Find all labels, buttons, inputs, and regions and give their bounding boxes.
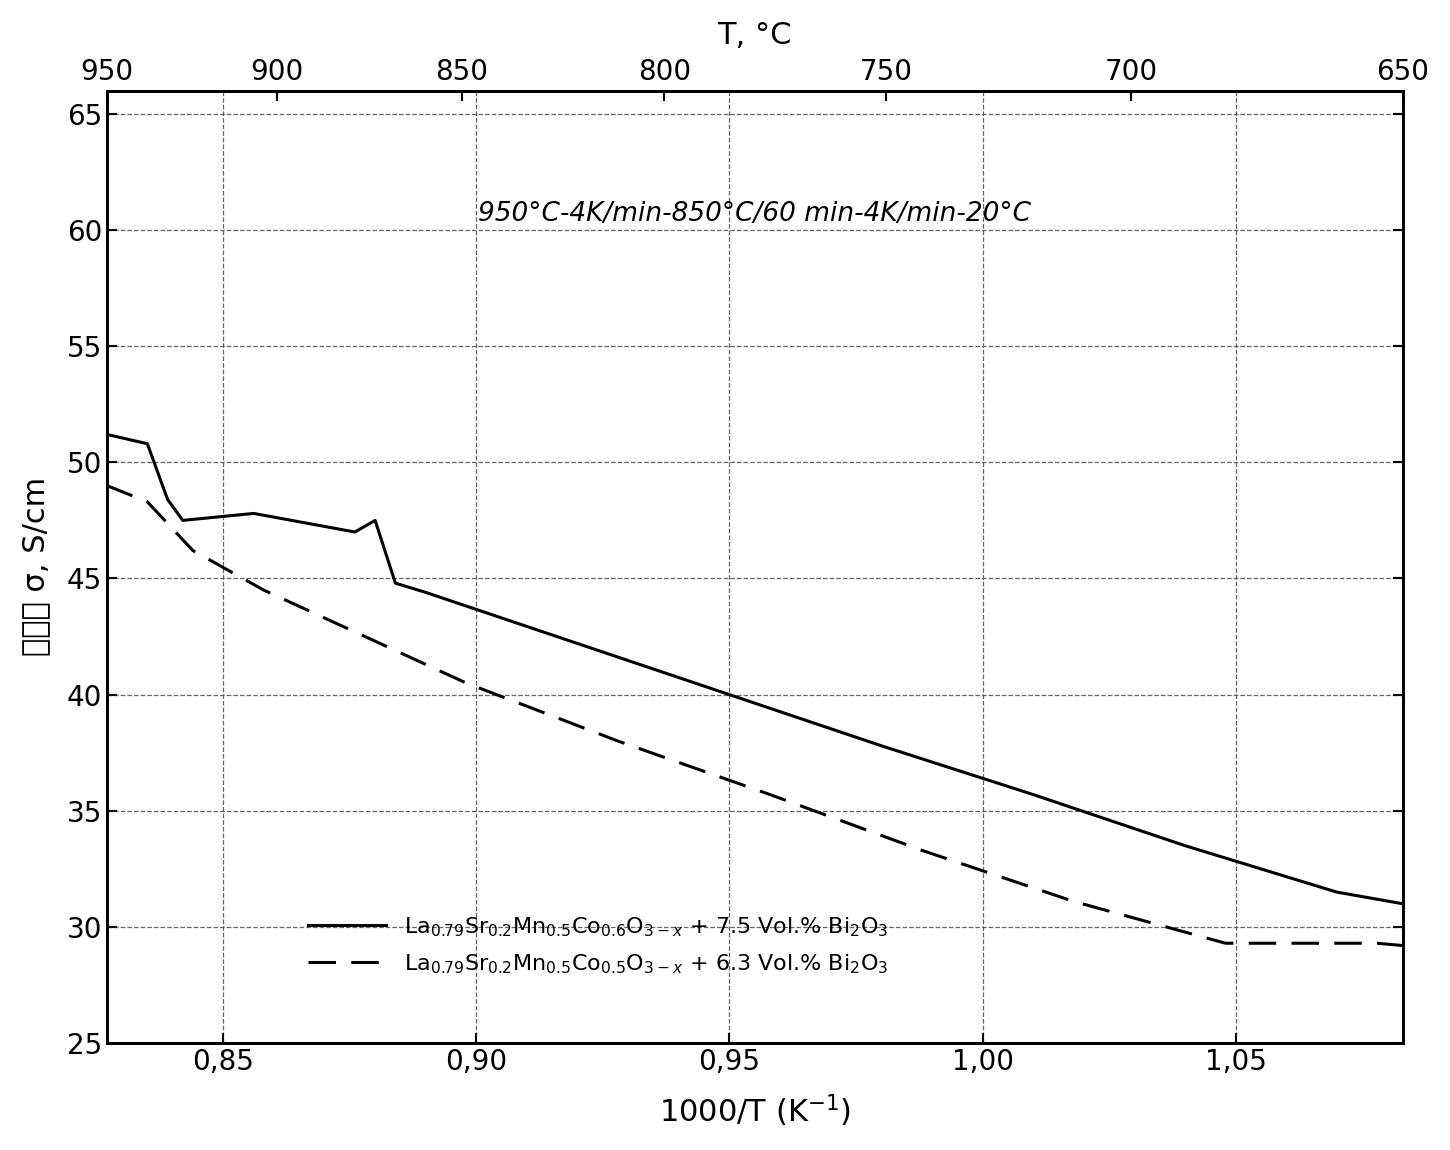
X-axis label: 1000/T (K$^{-1}$): 1000/T (K$^{-1}$) [658, 1092, 851, 1129]
X-axis label: T, °C: T, °C [718, 21, 792, 49]
Y-axis label: 电导率 σ, S/cm: 电导率 σ, S/cm [20, 477, 49, 657]
Legend: La$_{0.79}$Sr$_{0.2}$Mn$_{0.5}$Co$_{0.6}$O$_{3-x}$ + 7.5 Vol.% Bi$_{2}$O$_{3}$, : La$_{0.79}$Sr$_{0.2}$Mn$_{0.5}$Co$_{0.6}… [299, 906, 898, 984]
Text: 950°C-4K/min-850°C/60 min-4K/min-20°C: 950°C-4K/min-850°C/60 min-4K/min-20°C [478, 201, 1031, 228]
